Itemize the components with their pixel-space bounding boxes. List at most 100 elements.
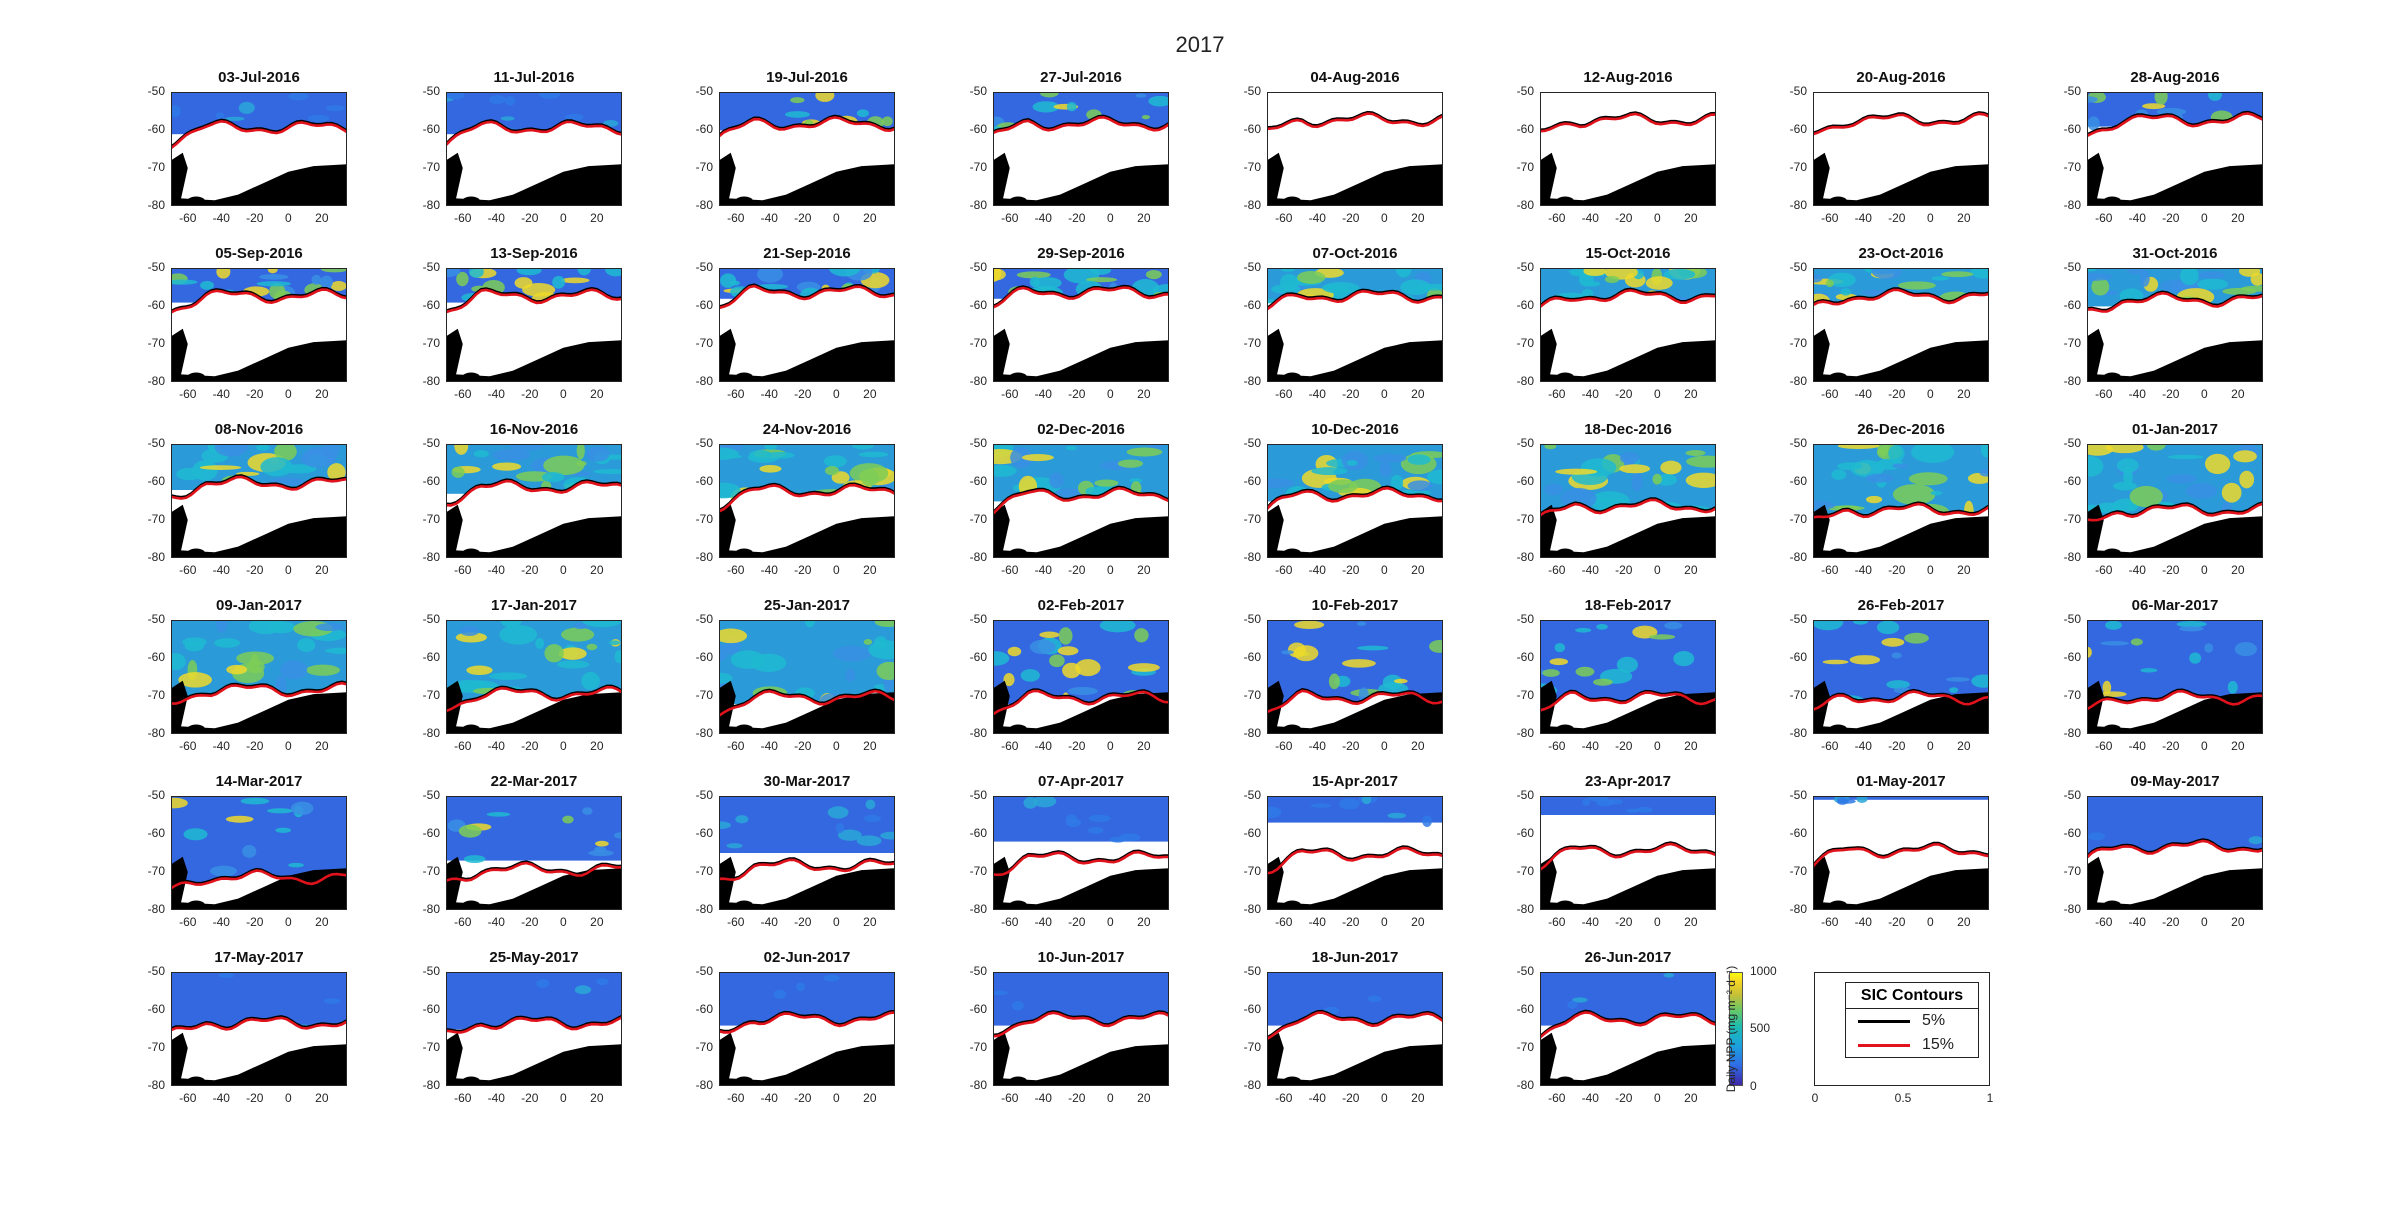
sic-contour-5 [993,284,1169,307]
land-mass [1540,152,1716,206]
panel-title: 30-Mar-2017 [763,773,851,790]
x-tick-label: 0 [284,739,292,753]
land-island [492,1080,507,1086]
x-tick-label: -60 [1548,915,1566,929]
y-tick-label: -60 [422,650,440,664]
y-tick-label: -50 [1516,84,1534,98]
y-tick-label: -70 [1789,688,1807,702]
land-island [765,200,780,206]
x-tick-label: 20 [1411,563,1425,577]
npp-blotch [468,268,484,278]
x-tick-label: -60 [2095,915,2113,929]
x-tick-label: -20 [794,563,812,577]
panel-title: 28-Aug-2016 [2130,69,2220,86]
land-mass [993,328,1169,382]
npp-blotch [880,831,895,840]
npp-blotch [1831,469,1847,480]
npp-blotch [1032,277,1062,290]
x-tick-label: -40 [487,211,505,225]
land-island [217,904,232,910]
npp-blotch [1347,460,1358,466]
map-plot [1267,268,1443,382]
sic-contour-15 [1813,112,1989,136]
x-tick-label: -20 [521,211,539,225]
npp-blotch [1342,659,1376,668]
x-tick-label: -40 [212,1091,230,1105]
x-tick-label: -40 [1308,387,1326,401]
land-island [765,376,780,382]
y-tick-label: -80 [2063,198,2081,212]
npp-blotch [1065,445,1078,451]
map-panel: 18-Dec-2016 -50 -60 -70 -80 -60 -40 -20 0 20 [1517,421,1716,577]
y-tick-label: -60 [2063,122,2081,136]
map-panel: 24-Nov-2016 -50 -60 -70 -80 -60 -40 -20 0 20 [696,421,895,577]
npp-blotch [614,650,622,664]
land-mass [171,328,347,382]
x-tick-label: 20 [1411,387,1425,401]
x-tick-label: -20 [246,1091,264,1105]
sic-contour-15 [1813,690,1989,711]
sic-contour-15 [2087,839,2263,859]
sic-contour-15 [171,475,347,500]
x-tick-label: -60 [179,563,197,577]
x-tick-label: -20 [2162,387,2180,401]
npp-blotch [509,444,543,451]
sic-contour-5 [1813,688,1989,710]
map-plot [2087,268,2263,382]
y-tick-label: -50 [695,260,713,274]
npp-blotch [1619,464,1651,474]
map-panel: 17-Jan-2017 -50 -60 -70 -80 -60 -40 -20 0 20 [423,597,622,753]
y-tick-label: -70 [1243,160,1261,174]
y-tick-label: -70 [1516,864,1534,878]
npp-blotch [1058,627,1073,645]
panel-title: 18-Feb-2017 [1584,597,1672,614]
x-tick-label: -40 [1034,915,1052,929]
land-mass [171,1032,347,1086]
y-tick-label: -70 [422,160,440,174]
y-tick-label: -60 [2063,826,2081,840]
x-tick-label: -60 [2095,739,2113,753]
y-tick-label: -70 [1243,1040,1261,1054]
x-tick-label: 0 [559,563,567,577]
npp-blotch [562,815,574,824]
land-island [1829,724,1848,734]
land-island [492,728,507,734]
sic-contour-15 [719,483,895,513]
map-plot [993,268,1169,382]
npp-blotch [2154,92,2168,105]
x-tick-label: -20 [1888,915,1906,929]
y-tick-label: -50 [2063,436,2081,450]
y-tick-label: -50 [695,612,713,626]
map-panel: 19-Jul-2016 -50 -60 -70 -80 -60 -40 -20 0 20 [696,69,895,225]
x-tick-label: 20 [1411,915,1425,929]
legend-swatch-red [1858,1043,1910,1047]
npp-blotch [214,444,249,457]
y-tick-label: -60 [695,826,713,840]
npp-blotch [561,627,595,642]
panel-title: 19-Jul-2016 [766,69,848,86]
x-tick-label: -40 [1034,211,1052,225]
sic-contour-5 [1267,1009,1443,1039]
x-tick-label: -20 [1615,1091,1633,1105]
sic-contour-5 [2087,688,2263,709]
y-tick-label: -50 [969,84,987,98]
x-tick-label: -60 [2095,563,2113,577]
x-tick-label: -20 [1068,387,1086,401]
panel-title: 09-May-2017 [2130,773,2220,790]
npp-blotch [835,823,845,834]
panel-title: 04-Aug-2016 [1310,69,1400,86]
x-tick-label: 20 [1684,563,1698,577]
legend-x-tick: 0.5 [1894,1091,1912,1105]
npp-blotch [258,274,289,280]
y-tick-label: -60 [1243,474,1261,488]
land-island [1829,548,1848,558]
x-tick-label: -60 [1821,915,1839,929]
npp-blotch [1971,674,1989,688]
y-tick-label: -60 [969,826,987,840]
x-tick-label: -40 [212,211,230,225]
x-tick-label: -60 [1548,563,1566,577]
x-tick-label: 20 [1137,563,1151,577]
npp-blotch [184,641,204,652]
land-island [1039,552,1054,558]
y-tick-label: -60 [422,298,440,312]
